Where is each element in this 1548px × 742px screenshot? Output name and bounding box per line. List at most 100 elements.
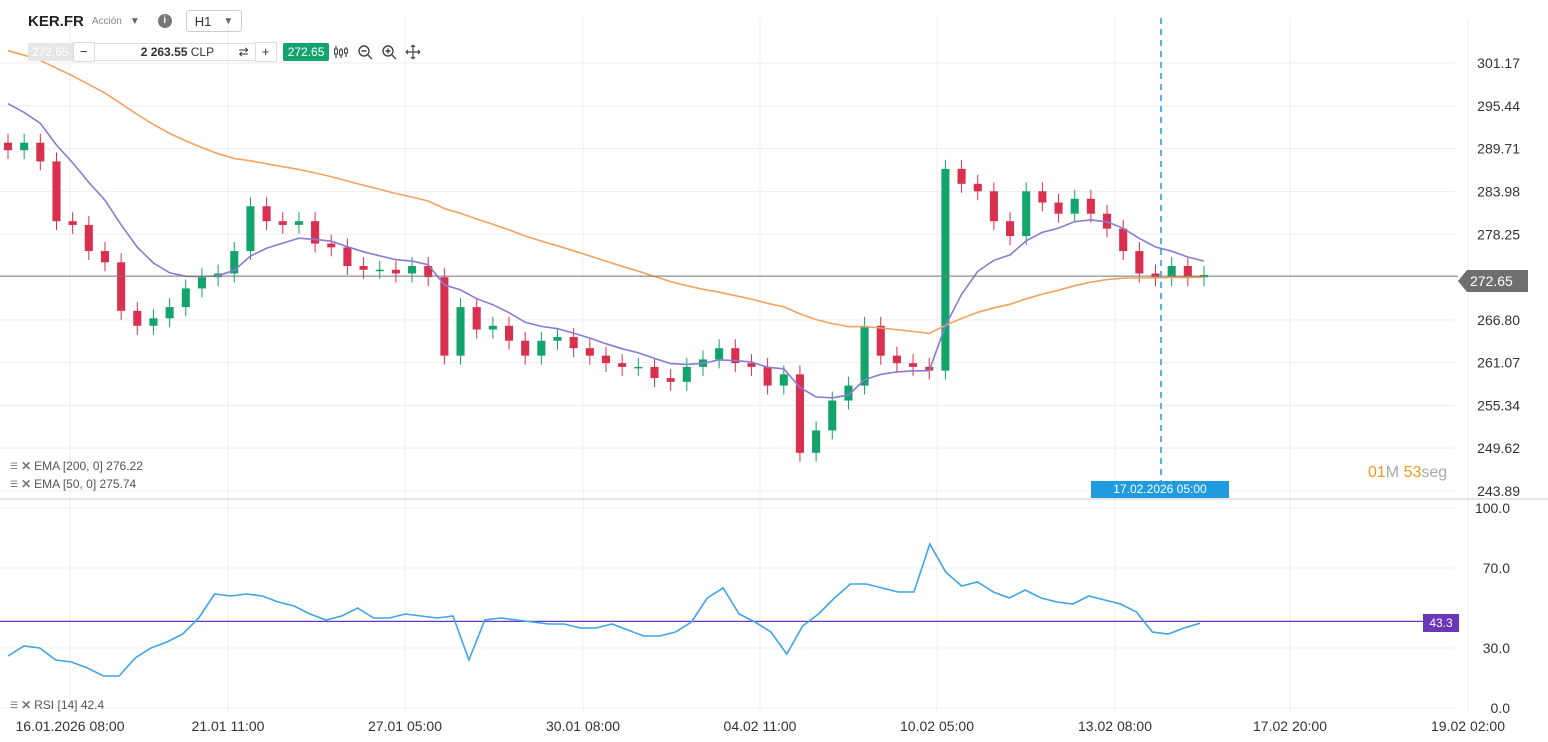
ema200-legend: ☰ ✕ EMA [200, 0] 276.22: [10, 459, 143, 473]
candle-body: [779, 374, 788, 386]
candle-body: [36, 142, 45, 162]
candle-body: [1022, 191, 1031, 237]
rsi-tick-label: 30.0: [1483, 640, 1510, 656]
move-icon[interactable]: [401, 42, 425, 62]
y-tick-label: 255.34: [1477, 397, 1520, 413]
rsi-tick-label: 70.0: [1483, 560, 1510, 576]
quantity-value: 2 263.55: [140, 45, 188, 59]
ema50-legend: ☰ ✕ EMA [50, 0] 275.74: [10, 477, 136, 491]
candle-body: [52, 161, 61, 222]
time-axis: 16.01.2026 08:00 21.01 11:00 27.01 05:00 30…: [16, 718, 1506, 734]
buy-price[interactable]: 272.65: [282, 43, 330, 61]
chevron-down-icon[interactable]: ▼: [129, 15, 140, 27]
candle-body: [666, 378, 675, 382]
chart-type-icon[interactable]: [329, 42, 353, 62]
candle-body: [375, 269, 384, 272]
candle-body: [795, 374, 804, 453]
y-tick-label: 301.17: [1477, 55, 1520, 71]
ema200-line: [7, 49, 1205, 335]
decrease-button[interactable]: −: [72, 42, 95, 62]
chart-header: KER.FR Acción ▼ i H1 ▼: [28, 10, 243, 32]
candle-body: [828, 400, 837, 431]
candle-body: [165, 307, 174, 319]
x-tick-label: 19.02 02:00: [1431, 718, 1505, 734]
settings-icon[interactable]: ☰: [10, 478, 19, 489]
timeframe-select[interactable]: H1 ▼: [185, 10, 243, 32]
y-tick-label: 261.07: [1477, 355, 1520, 371]
candle-body: [408, 266, 417, 274]
candle-body: [133, 310, 142, 326]
grid: [0, 18, 1548, 712]
candle-body: [569, 337, 578, 349]
candle-body: [230, 251, 239, 274]
candle-body: [3, 142, 13, 151]
candle-body: [601, 355, 611, 364]
close-icon[interactable]: ✕: [21, 477, 32, 491]
current-price-value: 272.65: [1470, 273, 1513, 289]
x-tick-label: 04.02 11:00: [724, 718, 797, 734]
x-tick-label: 10.02 05:00: [900, 718, 974, 734]
rsi-pane: [0, 542, 1423, 677]
candle-body: [294, 221, 303, 225]
zoom-out-icon[interactable]: [353, 42, 377, 62]
ema200-label: EMA [200, 0] 276.22: [34, 459, 143, 473]
candle-body: [149, 318, 158, 326]
zoom-in-icon[interactable]: [377, 42, 401, 62]
chevron-down-icon: ▼: [223, 15, 234, 27]
rsi-tick-label: 100.0: [1475, 500, 1510, 516]
increase-button[interactable]: +: [254, 42, 277, 62]
candle-body: [262, 206, 271, 222]
candle-body: [68, 221, 77, 225]
x-tick-label: 13.02 08:00: [1078, 718, 1152, 734]
candle-body: [860, 325, 869, 386]
candle-body: [197, 277, 206, 289]
candle-body: [1038, 191, 1047, 203]
candle-body: [634, 366, 643, 369]
candle-body: [909, 363, 918, 367]
candle-body: [876, 325, 885, 356]
x-tick-label: 27.01 05:00: [368, 718, 442, 734]
candle-body: [1151, 273, 1160, 278]
candle-body: [537, 340, 546, 356]
y-tick-label: 289.71: [1477, 141, 1520, 157]
timer-seconds: 53: [1403, 464, 1422, 481]
y-tick-label: 266.80: [1477, 312, 1520, 328]
candle-body: [359, 266, 368, 270]
candle-body: [1070, 198, 1079, 214]
candle-body: [1086, 198, 1095, 214]
candle-body: [1167, 266, 1176, 278]
candle-body: [957, 168, 966, 184]
close-icon[interactable]: ✕: [21, 698, 32, 712]
swap-icon[interactable]: ⇄: [238, 45, 249, 59]
x-tick-label: 30.01 08:00: [546, 718, 620, 734]
crosshair-date-label: 17.02.2026 05:00: [1091, 481, 1229, 498]
trade-toolbar: 272.65 − 2 263.55 CLP ⇄ + 272.65: [28, 42, 425, 62]
rsi-label: RSI [14] 42.4: [34, 698, 105, 712]
candle-body: [311, 221, 320, 244]
candle-body: [1006, 221, 1015, 237]
rsi-legend: ☰ ✕ RSI [14] 42.4: [10, 698, 104, 712]
quantity-field[interactable]: 2 263.55 CLP ⇄: [94, 43, 255, 61]
candle-body: [327, 243, 336, 248]
settings-icon[interactable]: ☰: [10, 460, 19, 471]
candle-body: [181, 288, 190, 308]
overlay: [0, 18, 1458, 481]
settings-icon[interactable]: ☰: [10, 699, 19, 710]
y-tick-label: 278.25: [1477, 226, 1520, 242]
candle-body: [989, 191, 998, 222]
y-tick-label: 283.98: [1477, 183, 1520, 199]
candle-body: [100, 251, 110, 263]
candle-body: [488, 325, 497, 330]
info-icon[interactable]: i: [157, 14, 172, 28]
candle-body: [650, 366, 659, 379]
candle-body: [424, 266, 433, 278]
candle-body: [1135, 251, 1144, 274]
symbol-label[interactable]: KER.FR: [28, 12, 84, 30]
sell-price[interactable]: 272.65: [28, 43, 73, 61]
candle-body: [20, 142, 29, 151]
close-icon[interactable]: ✕: [21, 459, 32, 473]
rsi-tick-label: 0.0: [1491, 700, 1511, 716]
y-tick-label: 243.89: [1477, 483, 1520, 499]
y-tick-label: 295.44: [1477, 98, 1520, 114]
